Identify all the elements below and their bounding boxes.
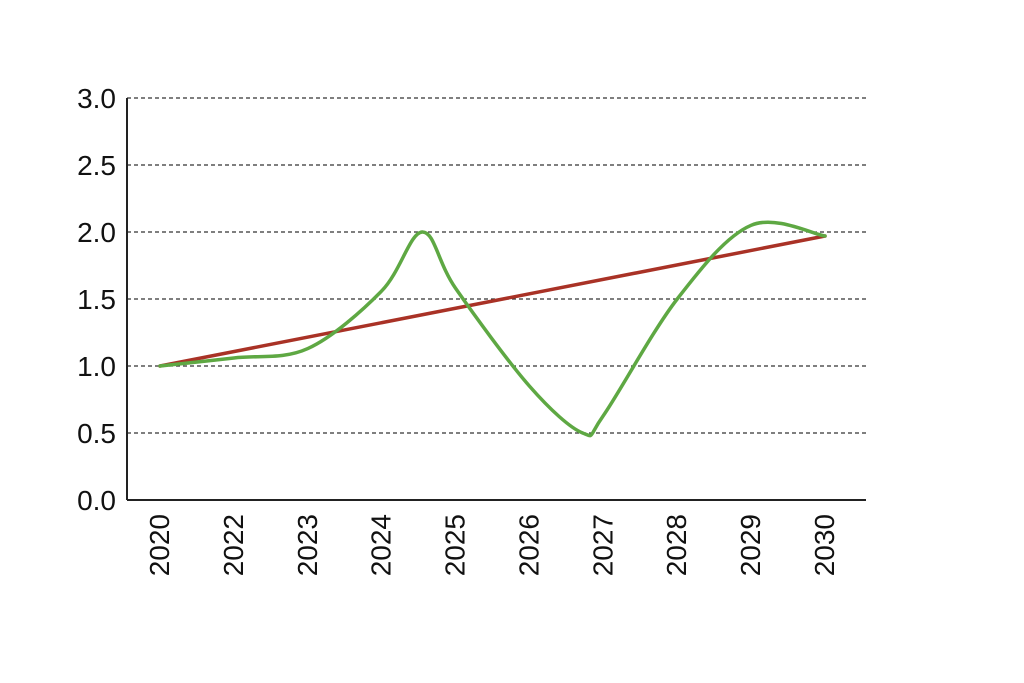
y-tick-label: 2.5 (77, 150, 116, 181)
x-tick-label: 2025 (440, 514, 471, 576)
x-tick-label: 2027 (587, 514, 618, 576)
y-tick-label: 0.0 (77, 485, 116, 516)
y-tick-label: 0.5 (77, 418, 116, 449)
x-tick-label: 2028 (661, 514, 692, 576)
y-tick-label: 3.0 (77, 83, 116, 114)
y-tick-label: 1.0 (77, 351, 116, 382)
grid-lines (127, 97, 866, 434)
x-tick-label: 2024 (366, 514, 397, 576)
x-tick-label: 2026 (513, 514, 544, 576)
x-tick-label: 2030 (809, 514, 840, 576)
x-tick-label: 2020 (144, 514, 175, 576)
series-lines (158, 220, 827, 438)
y-axis-tick-labels: 0.0 0.5 1.0 1.5 2.0 2.5 3.0 (77, 83, 116, 516)
series-line-red (158, 234, 827, 368)
series-line-green (158, 220, 827, 438)
y-tick-label: 1.5 (77, 284, 116, 315)
x-tick-label: 2023 (292, 514, 323, 576)
x-axis-tick-labels: 2020 2022 2023 2024 2025 2026 2027 2028 2029 2030 (144, 514, 840, 576)
x-tick-label: 2029 (735, 514, 766, 576)
y-tick-label: 2.0 (77, 217, 116, 248)
x-tick-label: 2022 (218, 514, 249, 576)
